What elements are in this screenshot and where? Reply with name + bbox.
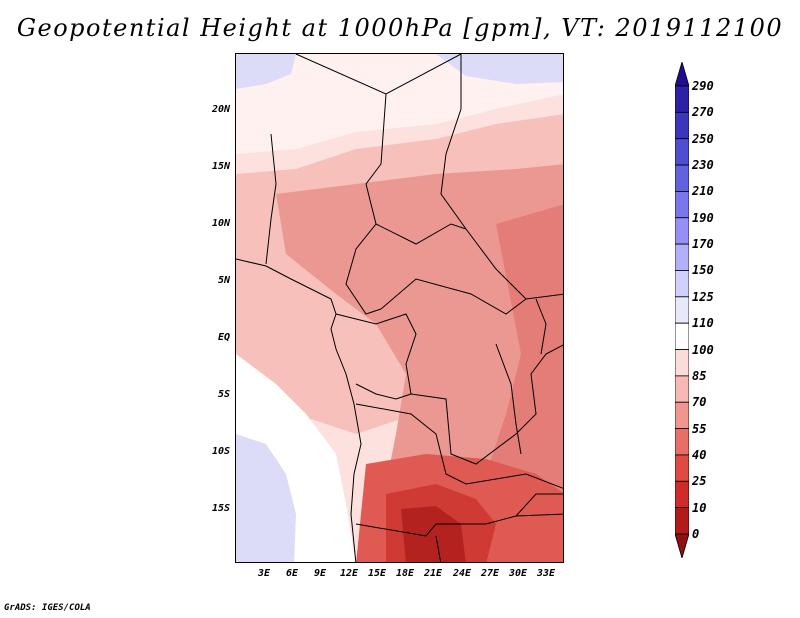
border-south-4	[515, 493, 563, 517]
colorbar-cell	[675, 270, 689, 298]
colorbar-cell	[675, 322, 689, 350]
colorbar	[675, 62, 689, 558]
colorbar-label: 25	[692, 474, 707, 489]
field-blue-sw	[236, 434, 296, 562]
colorbar-label: 290	[692, 79, 714, 93]
map-plot-area	[235, 53, 564, 563]
border-south-1	[355, 403, 563, 489]
colorbar-cell	[675, 243, 689, 271]
colorbar-label: 170	[692, 237, 714, 252]
colorbar-cell	[675, 401, 689, 429]
colorbar-cell	[675, 349, 689, 377]
lake-victoria	[535, 298, 547, 355]
lon-label: 24E	[452, 568, 472, 579]
colorbar-label: 270	[692, 105, 714, 120]
colorbar-label: 210	[692, 184, 714, 199]
colorbar-label: 150	[692, 263, 714, 278]
colorbar-cell	[675, 428, 689, 456]
colorbar-label: 250	[692, 131, 714, 146]
colorbar-cell	[675, 85, 689, 113]
field-band-70	[276, 164, 563, 504]
lat-label: EQ	[217, 332, 230, 343]
field-north-light	[236, 54, 563, 154]
border-mid-1	[375, 223, 467, 245]
colorbar-cell	[675, 191, 689, 219]
lon-label: 15E	[367, 568, 387, 579]
map-title: Geopotential Height at 1000hPa [gpm], VT…	[16, 14, 784, 42]
colorbar-label: 0	[692, 527, 700, 541]
lat-label: 10S	[211, 446, 230, 457]
lon-label: 12E	[339, 568, 359, 579]
border-south-3	[435, 535, 442, 562]
border-south-2	[355, 513, 563, 537]
colorbar-cell	[675, 111, 689, 140]
contour-field	[236, 54, 563, 562]
lon-label: 9E	[313, 568, 327, 579]
field-blue-ne	[436, 54, 563, 84]
field-band-10	[401, 506, 466, 562]
colorbar-cell	[675, 454, 689, 482]
west-coastline	[236, 258, 362, 562]
colorbar-label: 100	[692, 342, 714, 357]
border-mid-3	[335, 313, 417, 400]
colorbar-cap-bottom	[675, 533, 689, 558]
colorbar-cell	[675, 507, 689, 535]
credit-text: GrADS: IGES/COLA	[4, 603, 91, 613]
colorbar-label: 85	[692, 368, 707, 383]
lat-label: 15S	[211, 503, 230, 514]
colorbar-cell	[675, 217, 689, 245]
border-west-1	[265, 133, 277, 265]
field-blue-nw	[236, 54, 296, 89]
colorbar-label: 125	[692, 289, 714, 304]
border-mid-2	[380, 278, 527, 315]
lon-label: 27E	[480, 568, 500, 579]
lat-label: 5S	[217, 389, 230, 400]
border-north-2	[345, 93, 387, 315]
lat-label: 10N	[211, 218, 230, 229]
lon-label: 33E	[536, 568, 556, 579]
lon-label: 21E	[423, 568, 443, 579]
border-congo-east	[410, 344, 563, 465]
colorbar-label: 40	[692, 447, 707, 462]
colorbar-label: 230	[692, 158, 714, 173]
border-east-1	[440, 54, 563, 300]
lat-label: 15N	[211, 161, 230, 172]
lon-label: 30E	[508, 568, 528, 579]
lon-label: 6E	[285, 568, 299, 579]
colorbar-cell	[675, 375, 689, 403]
colorbar-label: 55	[692, 421, 707, 436]
coastlines-borders	[236, 54, 563, 562]
colorbar-cell	[675, 480, 689, 509]
lon-label: 18E	[395, 568, 415, 579]
colorbar-cell	[675, 138, 689, 166]
colorbar-cell	[675, 296, 689, 324]
lat-label: 5N	[217, 275, 230, 286]
lon-label: 3E	[257, 568, 271, 579]
colorbar-label: 110	[692, 316, 714, 331]
lake-tanganyika	[495, 343, 522, 455]
lat-label: 20N	[211, 104, 230, 115]
colorbar-label: 10	[692, 500, 707, 515]
colorbar-label: 70	[692, 395, 707, 410]
colorbar-cell	[675, 164, 689, 192]
colorbar-label: 190	[692, 210, 714, 225]
colorbar-cap-top	[675, 62, 689, 87]
